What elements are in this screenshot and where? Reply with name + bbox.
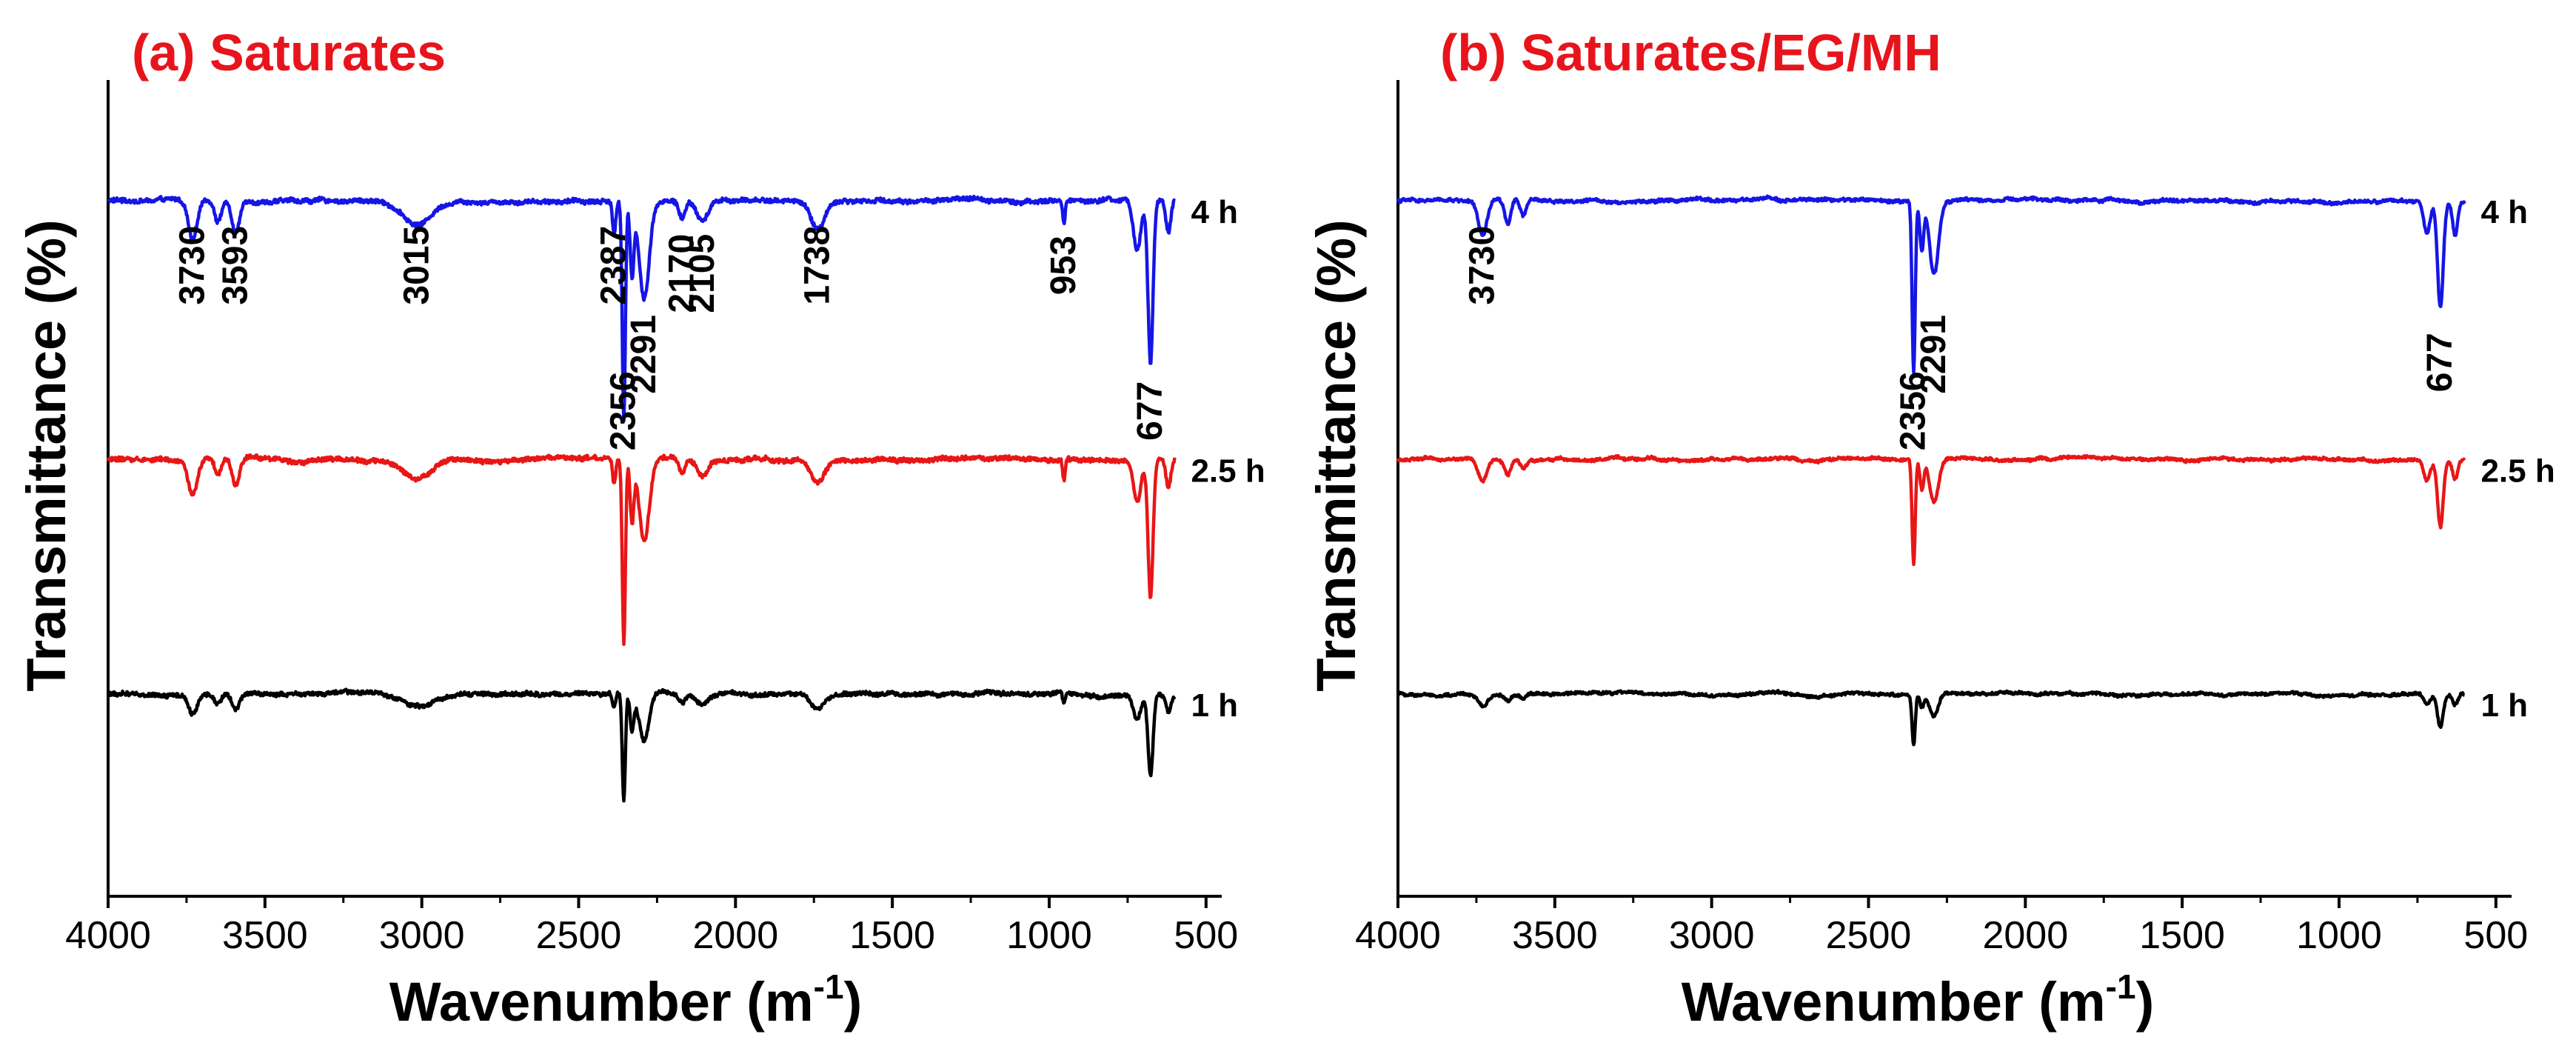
series-label: 4 h xyxy=(2480,194,2528,230)
peak-label: 2356 xyxy=(604,371,643,450)
panel-b-xlabel: Wavenumber (m-1) xyxy=(1682,967,2154,1033)
peak-label: 2356 xyxy=(1894,371,1933,450)
series-label: 1 h xyxy=(1191,687,1238,724)
x-tick-label: 2500 xyxy=(536,914,622,957)
x-tick-label: 4000 xyxy=(1355,914,1441,957)
panel-b-series xyxy=(1396,194,2466,747)
x-tick-label: 500 xyxy=(1174,914,1238,957)
x-tick-label: 1500 xyxy=(849,914,935,957)
panel-a-peak-labels: 4 h 2.5 h 1 h 3730 3593 3015 2387 2356229121702… xyxy=(173,194,1265,724)
spectrum-line-1h xyxy=(107,687,1177,803)
panel-b-title: (b) Saturates/EG/MH xyxy=(1440,24,1941,81)
x-tick-label: 4000 xyxy=(65,914,151,957)
peak-label: 2105 xyxy=(683,234,722,313)
spectrum-line-25h xyxy=(106,453,1177,647)
spectrum-line-4h xyxy=(1396,194,2466,374)
panel-a-ylabel: Transmittance (%) xyxy=(16,219,77,691)
peak-label: 2291 xyxy=(1914,315,1953,394)
x-tick-label: 1000 xyxy=(2296,914,2382,957)
x-tick-label: 1500 xyxy=(2139,914,2225,957)
x-tick-label: 3500 xyxy=(1512,914,1598,957)
spectrum-line-25h xyxy=(1396,453,2466,567)
spectrum-line-1h xyxy=(1396,689,2466,747)
panel-a-saturates: (a) Saturates Transmittance (%) Wavenumb… xyxy=(16,24,1265,1033)
peak-label: 2387 xyxy=(594,226,633,305)
panel-a-title: (a) Saturates xyxy=(132,24,446,81)
x-tick-label: 2500 xyxy=(1826,914,1912,957)
panel-b-ylabel: Transmittance (%) xyxy=(1305,219,1367,691)
series-label: 4 h xyxy=(1191,194,1238,230)
panel-a-axes xyxy=(107,80,1222,898)
peak-label: 2291 xyxy=(624,315,663,394)
panel-b-saturates-eg-mh: (b) Saturates/EG/MH Transmittance (%) Wa… xyxy=(1305,24,2555,1033)
spectrum-line-4h xyxy=(107,194,1176,423)
peak-label: 3730 xyxy=(1462,226,1502,305)
peak-label: 1738 xyxy=(797,226,837,305)
panel-a-series xyxy=(106,194,1177,803)
peak-label: 953 xyxy=(1044,236,1083,295)
x-tick-label: 1000 xyxy=(1006,914,1092,957)
panel-a-xlabel: Wavenumber (m-1) xyxy=(389,967,862,1033)
x-tick-label: 500 xyxy=(2463,914,2528,957)
series-label: 2.5 h xyxy=(1191,453,1265,489)
panel-b-axes xyxy=(1396,80,2512,898)
x-tick-label: 3500 xyxy=(222,914,308,957)
x-tick-label: 3000 xyxy=(379,914,465,957)
series-label: 2.5 h xyxy=(2480,453,2555,489)
peak-label: 2170 xyxy=(662,234,701,313)
peak-label: 677 xyxy=(1131,381,1170,441)
panel-a-x-ticks: 4000 3500 3000 2500 2000 1500 1000 500 xyxy=(65,896,1238,957)
peak-label: 3593 xyxy=(215,226,255,305)
peak-label: 677 xyxy=(2421,333,2460,392)
peak-label: 3730 xyxy=(173,226,212,305)
x-tick-label: 2000 xyxy=(1982,914,2068,957)
panel-b-x-ticks: 4000 3500 3000 2500 2000 1500 1000 500 xyxy=(1355,896,2528,957)
x-tick-label: 2000 xyxy=(692,914,778,957)
peak-label: 3015 xyxy=(397,226,436,305)
x-tick-label: 3000 xyxy=(1669,914,1755,957)
series-label: 1 h xyxy=(2480,687,2528,724)
